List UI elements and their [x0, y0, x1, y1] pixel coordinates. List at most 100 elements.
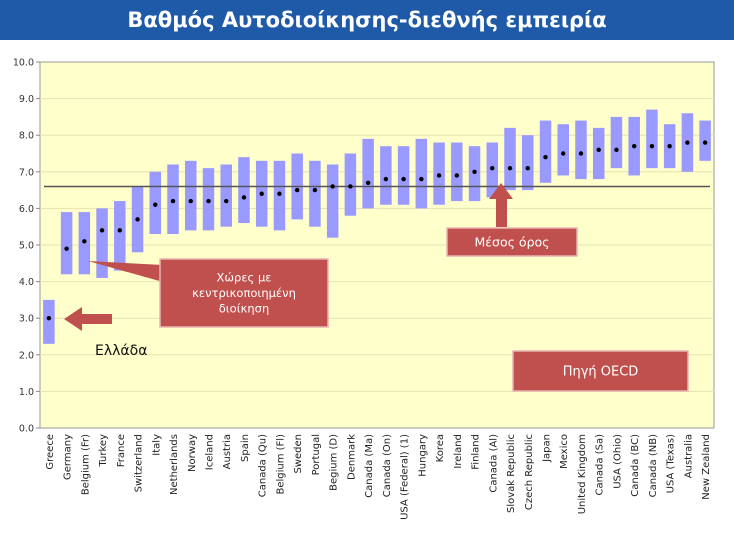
range-bar — [504, 127, 516, 191]
x-tick-label: Norway — [187, 434, 198, 472]
range-bar — [220, 164, 232, 227]
x-tick-label: Italy — [151, 434, 162, 456]
value-dot — [277, 191, 282, 196]
y-tick-label: 8.0 — [19, 131, 34, 142]
value-dot — [561, 151, 566, 156]
x-tick-label: Portugal — [311, 434, 322, 475]
x-tick-label: USA (Texas) — [666, 434, 677, 493]
value-dot — [631, 143, 637, 149]
y-tick-label: 4.0 — [19, 277, 34, 288]
range-bar — [309, 160, 321, 227]
y-tick-label: 9.0 — [19, 94, 34, 105]
x-tick-label: Canada (Sa) — [595, 434, 606, 496]
x-tick-label: USA (Federal) (1) — [400, 434, 411, 520]
x-tick-label: Australia — [683, 434, 694, 478]
y-tick-label: 2.0 — [19, 350, 34, 361]
value-dot — [596, 147, 601, 153]
value-dot — [667, 143, 672, 149]
range-bar — [238, 157, 250, 224]
x-tick-label: Begium (D) — [329, 434, 340, 491]
average-arrow-shaft — [496, 197, 507, 227]
x-tick-label: USA (Ohio) — [612, 434, 623, 489]
value-dot — [436, 173, 442, 178]
y-tick-label: 10.0 — [13, 58, 34, 69]
x-tick-label: Denmark — [346, 434, 357, 480]
average-callout-text: Μέσος όρος — [475, 234, 550, 249]
source-callout-box — [512, 350, 689, 392]
centralized-callout-pointer — [88, 261, 163, 282]
x-tick-label: Czech Republic — [524, 434, 535, 510]
range-chart: 0.0 1.0 2.0 3.0 4.0 5.0 6.0 7.0 8.0 9.0 10.0 Greec… — [13, 58, 715, 520]
x-tick-label: Mexico — [559, 434, 570, 469]
y-tick-label: 7.0 — [19, 167, 34, 178]
value-dot — [472, 169, 477, 174]
x-tick-label: Turkey — [98, 434, 109, 468]
x-tick-label: France — [116, 434, 127, 467]
range-bar — [326, 164, 339, 238]
y-tick-label: 6.0 — [19, 204, 34, 215]
x-tick-label: Germany — [63, 434, 74, 480]
x-tick-label: Belgium (Fl) — [275, 434, 286, 495]
value-dot — [259, 191, 264, 196]
centralized-callout-text: διοίκηση — [219, 302, 270, 316]
range-bar — [96, 208, 108, 278]
x-tick-label: Japan — [542, 434, 553, 463]
x-tick-label: Finland — [471, 434, 482, 470]
value-dot — [525, 165, 530, 171]
value-dot — [153, 202, 158, 207]
x-tick-label: Iceland — [205, 434, 216, 470]
value-dot — [188, 198, 193, 204]
x-tick-label: Greece — [45, 434, 56, 470]
range-bar — [557, 124, 569, 176]
x-tick-label: Canada (Qu) — [258, 434, 269, 497]
value-dot — [578, 151, 584, 156]
value-dot — [543, 154, 548, 160]
value-dot — [206, 198, 211, 204]
value-dot — [135, 217, 140, 222]
x-tick-labels: Greece Germany Belgium (Fr) Turkey France Swi… — [45, 434, 712, 520]
range-bar — [646, 109, 658, 169]
value-dot — [649, 143, 655, 149]
x-tick-label: Canada (Al) — [488, 434, 499, 493]
value-dot — [348, 184, 353, 189]
range-bar — [43, 299, 55, 344]
y-tick-label: 0.0 — [19, 424, 34, 435]
x-tick-label: Canada (NB) — [648, 434, 659, 497]
value-dot — [685, 140, 690, 145]
x-tick-label: Austria — [222, 434, 233, 469]
value-dot — [241, 195, 247, 200]
average-arrow-head — [489, 183, 513, 199]
value-dot — [170, 198, 176, 204]
range-bar — [575, 120, 587, 180]
x-tick-label: Belgium (Fr) — [80, 434, 91, 495]
y-tick-label: 5.0 — [19, 241, 34, 252]
value-dot — [99, 228, 105, 233]
centralized-callout-box — [159, 258, 329, 328]
value-dots — [46, 140, 708, 321]
value-dot — [614, 147, 619, 153]
value-dot — [365, 180, 371, 185]
range-bar — [451, 142, 463, 202]
y-tick-label: 3.0 — [19, 314, 34, 325]
x-tick-label: New Zealand — [701, 434, 712, 500]
value-dot — [294, 187, 300, 193]
range-bar — [60, 212, 73, 275]
range-bar — [592, 127, 605, 180]
value-dot — [46, 316, 52, 321]
range-bar — [539, 120, 552, 183]
x-tick-label: Canada (Ma) — [364, 434, 375, 498]
x-tick-label: Canada (BC) — [630, 434, 641, 497]
page-title: Βαθμός Αυτοδιοίκησης-διεθνής εμπειρία — [0, 0, 734, 40]
centralized-callout-text: Χώρες με — [217, 271, 272, 285]
range-bar — [362, 138, 374, 209]
x-tick-label: Spain — [240, 434, 251, 462]
range-bar — [415, 138, 428, 209]
value-dot — [507, 165, 513, 171]
y-axis: 0.0 1.0 2.0 3.0 4.0 5.0 6.0 7.0 8.0 9.0 10.0 — [13, 58, 40, 435]
x-tick-label: Switzerland — [134, 434, 145, 492]
value-dot — [64, 246, 69, 251]
range-bar — [380, 146, 392, 205]
y-tick-label: 1.0 — [19, 387, 34, 398]
value-dot — [454, 173, 460, 178]
